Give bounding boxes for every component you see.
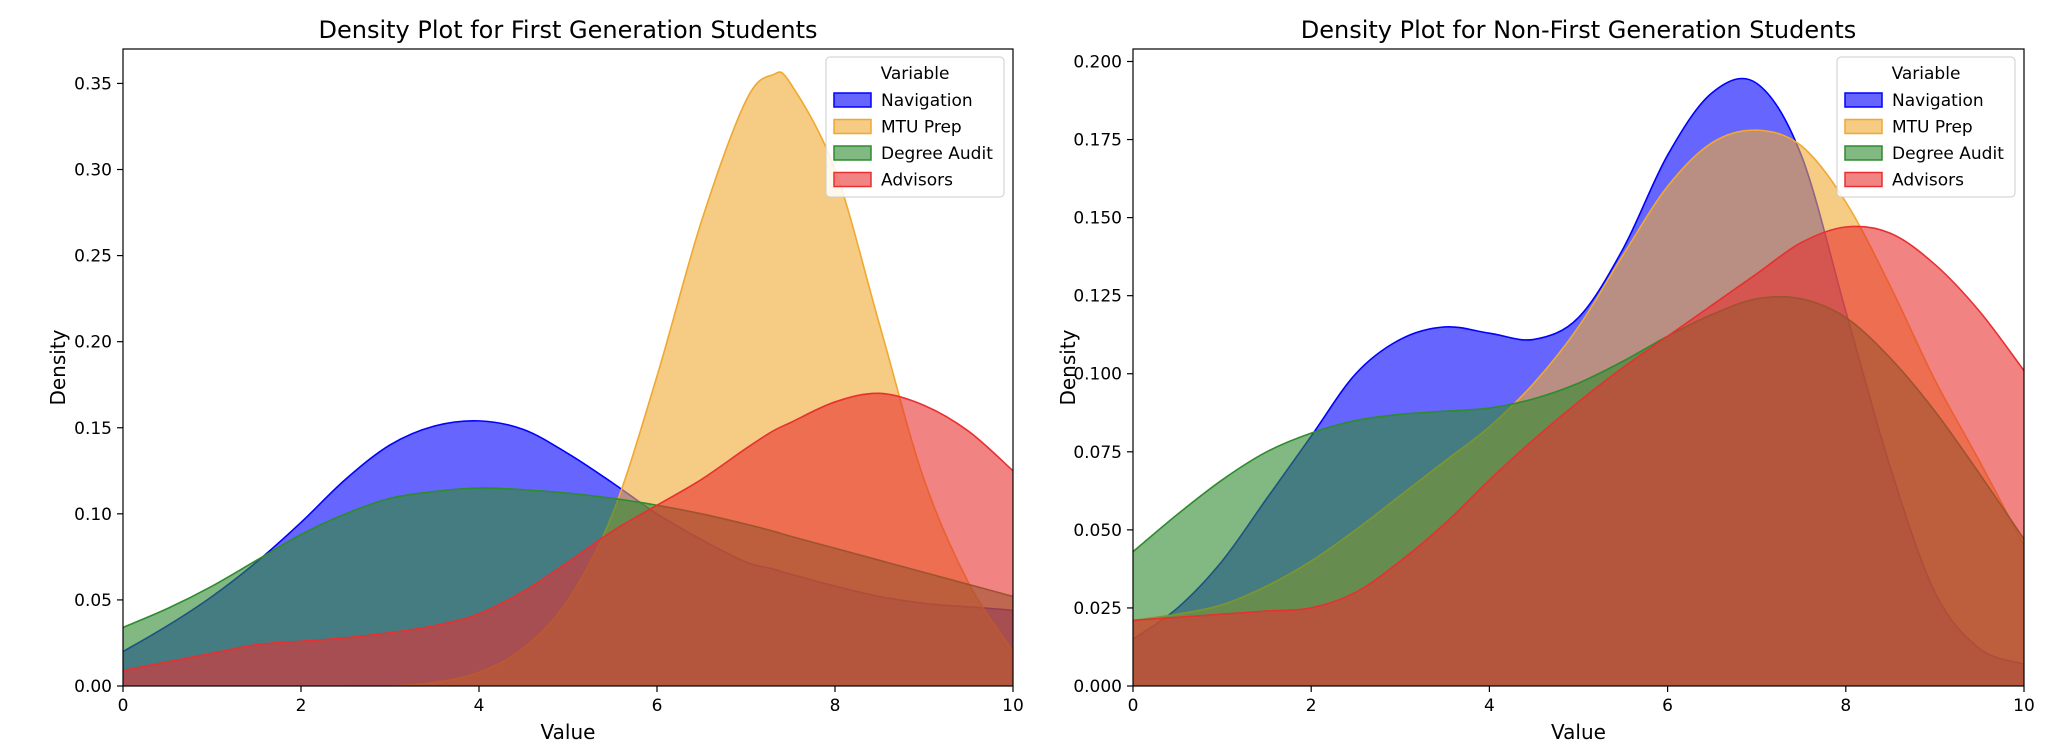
legend-box	[1836, 56, 2016, 198]
legend-box	[825, 56, 1005, 198]
y-tick-label: 0.125	[1073, 287, 1122, 307]
legend-swatch-navigation	[833, 92, 872, 108]
x-tick-label: 0	[1128, 696, 1139, 716]
chart-panel-first-generation: 0 2 4 6 8 10 0.00 0.05 0.10 0.15 0.20 0.25 0.30 0.35 D…	[46, 16, 1024, 744]
x-tick-label: 8	[830, 696, 841, 716]
legend-label-degree-audit: Degree Audit	[1892, 144, 2004, 164]
legend-swatch-mtu-prep	[1844, 118, 1883, 135]
y-tick-label: 0.35	[74, 74, 112, 94]
legend-label-advisors: Advisors	[881, 171, 953, 191]
y-tick-label: 0.20	[74, 333, 112, 353]
x-tick-label: 0	[118, 696, 129, 716]
density-area-advisors	[123, 393, 1013, 686]
plot-area	[1133, 77, 2024, 686]
x-tick-label: 4	[474, 696, 485, 716]
x-tick-label: 2	[296, 696, 307, 716]
x-axis-label: Value	[1551, 720, 1606, 744]
legend-swatch-advisors	[833, 171, 872, 188]
y-tick-label: 0.150	[1073, 209, 1122, 229]
legend-title: Variable	[1892, 64, 1961, 84]
y-tick-label: 0.10	[74, 505, 112, 525]
legend: Variable Navigation MTU Prep Degree Audit Ad…	[825, 56, 1005, 198]
y-axis-label: Density	[1056, 329, 1080, 405]
y-tick-label: 0.30	[74, 161, 112, 181]
density-line-advisors	[1133, 225, 2024, 622]
density-line-advisors	[123, 392, 1013, 672]
legend-swatch-mtu-prep	[833, 118, 872, 135]
y-tick-label: 0.175	[1073, 131, 1122, 151]
x-tick-label: 10	[1002, 696, 1024, 716]
y-tick-label: 0.075	[1073, 443, 1122, 463]
legend-swatch-degree-audit	[833, 145, 872, 161]
axes-frame	[1132, 48, 2025, 687]
legend-label-navigation: Navigation	[1892, 91, 1984, 111]
y-tick-label: 0.050	[1073, 521, 1122, 541]
y-tick-label: 0.00	[74, 677, 112, 697]
x-tick-label: 6	[652, 696, 663, 716]
chart-title: Density Plot for First Generation Studen…	[319, 16, 818, 44]
x-tick-label: 2	[1306, 696, 1317, 716]
legend-label-mtu-prep: MTU Prep	[1892, 118, 1973, 138]
legend-label-degree-audit: Degree Audit	[881, 144, 993, 164]
x-tick-label: 8	[1840, 696, 1851, 716]
axes-frame	[122, 48, 1014, 687]
x-tick-label: 10	[2013, 696, 2035, 716]
legend-swatch-navigation	[1844, 92, 1883, 108]
y-tick-label: 0.000	[1073, 677, 1122, 697]
y-tick-label: 0.100	[1073, 365, 1122, 385]
chart-panel-non-first-generation: 0 2 4 6 8 10 0.000 0.025 0.050 0.075 0.100 0.125 0.1…	[1056, 16, 2035, 744]
x-axis-label: Value	[541, 720, 596, 744]
y-tick-label: 0.025	[1073, 599, 1122, 619]
y-axis-label: Density	[46, 329, 70, 405]
legend-label-advisors: Advisors	[1892, 171, 1964, 191]
legend-swatch-degree-audit	[1844, 145, 1883, 161]
y-tick-label: 0.25	[74, 247, 112, 267]
legend-label-mtu-prep: MTU Prep	[881, 118, 962, 138]
legend: Variable Navigation MTU Prep Degree Audit Ad…	[1836, 56, 2016, 198]
density-line-mtu-prep	[123, 71, 1013, 686]
density-area-advisors	[1133, 226, 2024, 686]
y-tick-label: 0.200	[1073, 52, 1122, 72]
legend-title: Variable	[881, 64, 950, 84]
y-tick-label: 0.05	[74, 591, 112, 611]
x-tick-label: 4	[1484, 696, 1495, 716]
legend-swatch-advisors	[1844, 171, 1883, 188]
legend-label-navigation: Navigation	[881, 91, 973, 111]
chart-title: Density Plot for Non-First Generation St…	[1301, 16, 1857, 44]
x-tick-label: 6	[1662, 696, 1673, 716]
plot-area	[123, 71, 1013, 686]
y-tick-label: 0.15	[74, 419, 112, 439]
